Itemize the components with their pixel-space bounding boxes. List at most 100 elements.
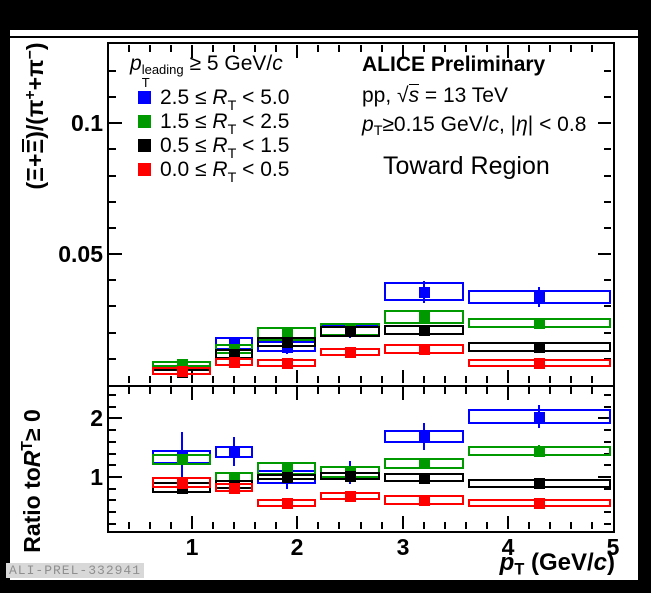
x-tick [233,387,235,394]
x-tick [254,522,256,529]
x-tick [528,45,530,52]
pad-top-border [10,36,638,38]
kinematic-cuts-label: pT≥0.15 GeV/c, |η| < 0.8 [362,113,587,139]
marker-s3-bin1 [229,357,240,368]
x-tick [254,45,256,52]
x-tick [486,522,488,529]
x-tick [444,522,446,529]
marker-s2-bin5 [534,342,545,353]
x-tick [275,376,277,383]
ratio-y-tick-label-2: 2 [90,405,103,431]
x-tick [360,45,362,52]
legend-entry-3: 0.0 ≤ RT < 0.5 [160,158,290,186]
marker-s0-bin4 [419,431,430,442]
y-tick [604,201,611,203]
x-tick-label-5: 5 [606,534,620,560]
y-tick [604,441,611,443]
marker-s2-bin4 [419,325,430,336]
y-tick [604,279,611,281]
x-tick [212,45,214,52]
x-tick [507,516,509,529]
x-tick [570,387,572,394]
x-tick [149,45,151,52]
y-tick [109,201,116,203]
y-tick [604,148,611,150]
y-tick [604,305,611,307]
figure-id-watermark: ALI-PREL-332941 [6,563,145,578]
marker-s3-bin3 [345,347,356,358]
marker-s3-bin0 [177,478,188,489]
y-tick [109,96,116,98]
x-tick [528,387,530,394]
marker-s2-bin5 [534,478,545,489]
x-tick [296,516,298,529]
x-tick [233,522,235,529]
x-tick [338,45,340,52]
x-tick [423,376,425,383]
x-tick [317,522,319,529]
y-tick [598,417,611,419]
x-tick [465,376,467,383]
x-tick [402,387,404,400]
y-tick [604,511,611,513]
x-tick [275,522,277,529]
legend-swatch-2 [138,139,151,152]
x-tick [381,522,383,529]
y-tick [604,175,611,177]
legend-title: p leading T ≥ 5 GeV/c [130,52,283,91]
x-tick [317,376,319,383]
ratio-panel-frame [107,385,615,533]
x-tick [360,387,362,394]
x-tick [444,376,446,383]
x-tick [191,370,193,383]
x-tick [360,522,362,529]
x-tick [296,45,298,58]
marker-s1-bin5 [534,318,545,329]
ratio-y-tick-label-1: 1 [90,464,103,490]
marker-s3-bin5 [534,498,545,509]
x-tick-label-3: 3 [396,534,410,560]
x-tick [381,376,383,383]
y-tick [109,305,116,307]
marker-s2-bin3 [345,471,356,482]
y-tick [604,70,611,72]
x-tick [128,387,130,394]
x-tick-label-4: 4 [501,534,515,560]
top-y-axis-title: (Ξ + Ξ)/(π + + π −) [22,42,48,190]
sysbox-s1-bin4 [383,310,464,324]
y-tick [598,122,611,124]
x-tick [402,45,404,58]
region-label: Toward Region [383,152,550,180]
x-tick [170,522,172,529]
x-tick [570,376,572,383]
y-tick [109,499,116,501]
y-tick [109,406,116,408]
x-tick [402,516,404,529]
x-tick [191,45,193,58]
y-tick [109,175,116,177]
marker-s1-bin0 [177,359,188,370]
y-tick [604,464,611,466]
marker-s2-bin4 [419,473,430,484]
legend-entry-0: 2.5 ≤ RT < 5.0 [160,86,290,114]
marker-s3-bin2 [282,358,293,369]
x-tick [317,387,319,394]
y-tick [598,476,611,478]
y-tick [604,227,611,229]
marker-s1-bin5 [534,446,545,457]
x-tick [423,522,425,529]
y-tick [604,394,611,396]
x-tick [486,387,488,394]
x-tick [296,387,298,400]
x-tick [507,370,509,383]
marker-s1-bin4 [419,458,430,469]
y-tick [109,332,116,334]
x-tick [507,387,509,400]
x-tick [128,522,130,529]
legend-entry-2: 0.5 ≤ RT < 1.5 [160,134,290,162]
marker-s3-bin4 [419,344,430,355]
x-tick [149,522,151,529]
x-tick [549,387,551,394]
x-tick [233,376,235,383]
x-axis-title: pT (GeV/c) [499,549,615,579]
